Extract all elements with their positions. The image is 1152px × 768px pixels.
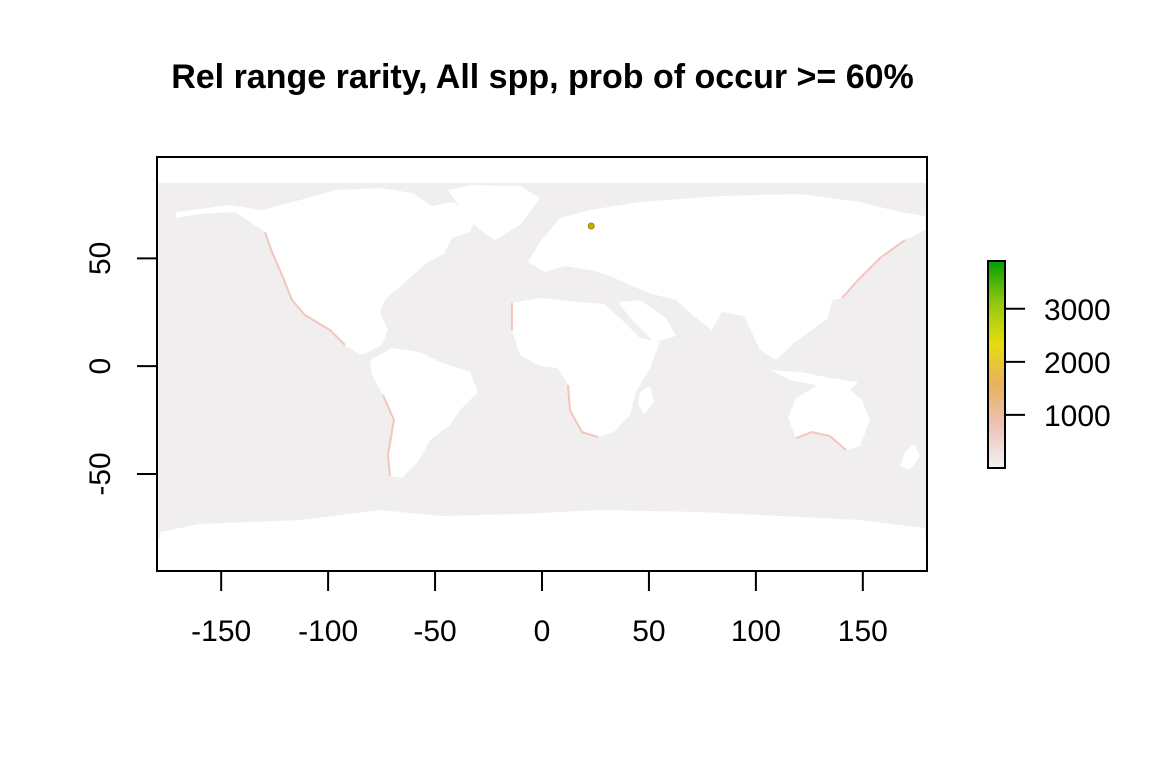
coast-west-south-america [382, 394, 396, 477]
legend-tick-label: 3000 [1044, 294, 1111, 327]
color-legend: 1000 2000 3000 [987, 260, 1111, 469]
x-tick-label: 150 [838, 615, 888, 648]
y-tick-label: -50 [84, 452, 117, 495]
land-antarctica [160, 510, 925, 570]
map-title: Rel range rarity, All spp, prob of occur… [171, 58, 914, 96]
land-north-america [176, 188, 478, 355]
land-se-asia-islands [770, 370, 858, 390]
coast-west-americas [264, 231, 346, 346]
land-greenland [448, 185, 540, 240]
legend-tick-label: 2000 [1044, 347, 1111, 380]
land-arabia [618, 300, 676, 342]
land-new-zealand [900, 444, 920, 470]
coast-south-australia [795, 430, 847, 451]
coast-east-asia [841, 239, 906, 299]
legend-colorbar [987, 260, 1006, 469]
land-madagascar [638, 386, 654, 414]
y-tick-label: 50 [84, 242, 117, 275]
legend-tick-label: 1000 [1044, 400, 1111, 433]
y-axis: 50 0 -50 [84, 242, 157, 496]
x-tick-label: 0 [534, 615, 551, 648]
coastal-highlights [264, 231, 906, 477]
coast-southwest-africa [567, 384, 599, 438]
x-axis: -150 -100 -50 0 50 100 150 [191, 571, 888, 648]
land-arctic [160, 160, 926, 182]
x-tick-label: -150 [191, 615, 251, 648]
rarity-hotspot [587, 222, 595, 230]
land-south-america [370, 348, 478, 478]
map-layer [158, 160, 926, 570]
legend-ticks: 1000 2000 3000 [1005, 294, 1111, 433]
land-australia [788, 384, 870, 450]
land-masses [160, 160, 926, 570]
land-africa [512, 298, 660, 437]
y-tick-label: 0 [84, 358, 117, 375]
x-tick-label: 50 [632, 615, 665, 648]
land-eurasia [528, 194, 925, 360]
x-tick-label: -50 [413, 615, 456, 648]
x-tick-label: -100 [298, 615, 358, 648]
x-tick-label: 100 [731, 615, 781, 648]
